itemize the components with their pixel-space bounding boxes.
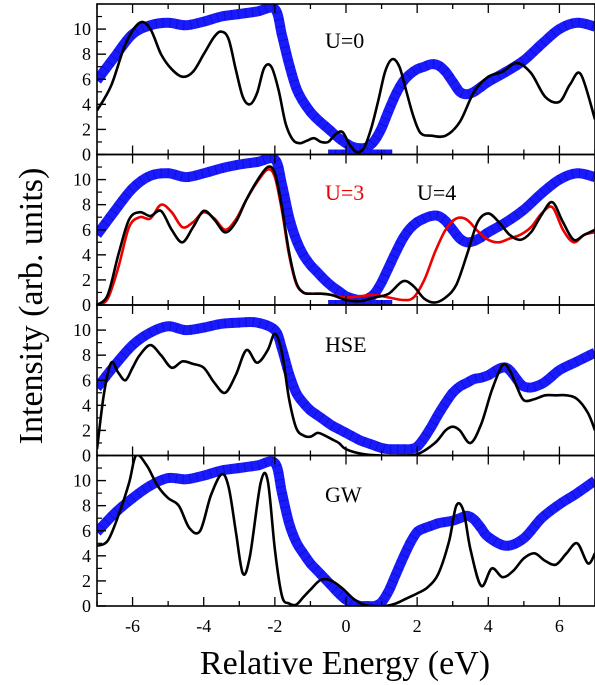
y-axis-title: Intensity (arb. units) [13,168,50,445]
panel-label: U=0 [325,28,364,53]
y-tick-label: 10 [73,320,91,340]
y-tick-label: 8 [82,345,91,365]
panel-0: 0 2 4 6 8 10 U=0 [73,3,595,165]
x-tick-label: 0 [342,616,351,636]
y-tick-label: 4 [82,546,91,566]
panel-2: 0 2 4 6 8 10 HSE [73,304,595,466]
x-tick-label: 6 [555,616,564,636]
panel-1: 0 2 4 6 8 10 U=3 U=4 [73,153,595,315]
x-tick-label: 2 [413,616,422,636]
theory-curve [97,455,595,606]
plot-area [97,154,595,305]
plot-area [97,316,595,456]
x-axis-title: Relative Energy (eV) [200,645,490,682]
y-tick-label: 0 [82,295,91,315]
experiment-marker-texture [97,316,595,455]
y-tick-label: 8 [82,496,91,516]
y-tick-label: 8 [82,44,91,64]
x-tick-label: -6 [125,616,140,636]
panel-label: U=3 [325,180,364,205]
y-tick-label: 8 [82,195,91,215]
y-tick-label: 10 [73,170,91,190]
experiment-curve [97,316,595,455]
y-tick-label: 2 [82,420,91,440]
y-tick-label: 0 [82,446,91,466]
y-tick-label: 10 [73,19,91,39]
panel-label: U=4 [417,180,456,205]
experiment-curve [97,456,595,606]
y-tick-label: 2 [82,119,91,139]
panel-3: 0 2 4 6 8 10 GW -6 -4 -2 0 2 4 6 [73,454,595,636]
y-tick-label: 4 [82,395,91,415]
theory-curve [97,332,595,456]
theory-U4-curve [97,165,595,305]
y-tick-label: 2 [82,571,91,591]
y-tick-label: 6 [82,370,91,390]
y-tick-label: 6 [82,69,91,89]
y-tick-label: 2 [82,270,91,290]
y-tick-label: 6 [82,521,91,541]
experiment-marker-texture [97,4,595,154]
panel-label: GW [325,482,362,507]
x-tick-label: -2 [267,616,282,636]
experiment-marker-texture [97,456,595,606]
y-tick-label: 0 [82,596,91,616]
y-tick-label: 10 [73,471,91,491]
y-tick-label: 4 [82,94,91,114]
y-tick-label: 6 [82,220,91,240]
plot-area [97,4,595,155]
panel-label: HSE [325,332,367,357]
y-tick-label: 0 [82,145,91,165]
theory-curve [97,20,595,154]
x-tick-label: 4 [484,616,493,636]
y-tick-label: 4 [82,245,91,265]
x-tick-label: -4 [196,616,211,636]
panels: 0 2 4 6 8 10 U=0 0 2 4 6 8 10 U=3 U=4 0 2 4 6 8 10 HSE 0 2 4 6 8 10… [73,3,595,636]
plot-area [97,455,595,606]
